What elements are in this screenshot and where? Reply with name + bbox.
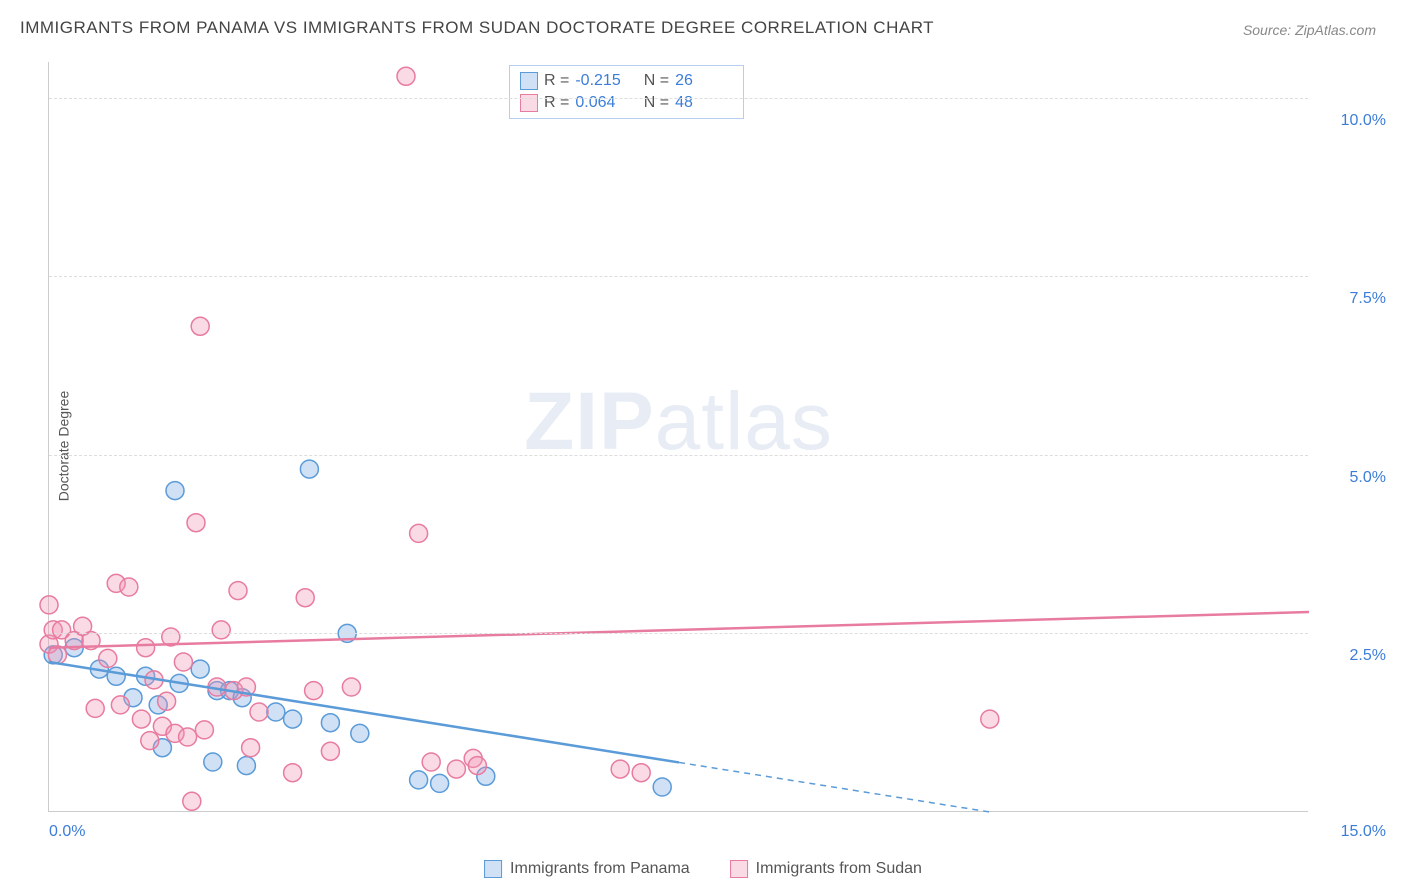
scatter-point xyxy=(632,764,650,782)
scatter-point xyxy=(195,721,213,739)
scatter-point xyxy=(300,460,318,478)
scatter-point xyxy=(141,732,159,750)
scatter-point xyxy=(981,710,999,728)
scatter-point xyxy=(191,317,209,335)
scatter-point xyxy=(653,778,671,796)
corr-r-value: 0.064 xyxy=(575,94,633,112)
scatter-point xyxy=(204,753,222,771)
scatter-point xyxy=(107,667,125,685)
scatter-point xyxy=(267,703,285,721)
scatter-point xyxy=(86,699,104,717)
scatter-point xyxy=(250,703,268,721)
legend-item: Immigrants from Sudan xyxy=(730,860,922,878)
scatter-point xyxy=(321,742,339,760)
y-tick-label: 10.0% xyxy=(1341,112,1386,130)
legend-swatch xyxy=(484,860,502,878)
correlation-row: R = 0.064 N = 48 xyxy=(520,92,733,114)
y-tick-label: 2.5% xyxy=(1350,647,1386,665)
plot-area: ZIPatlas R = -0.215 N = 26R = 0.064 N = … xyxy=(48,62,1308,812)
scatter-point xyxy=(410,771,428,789)
scatter-point xyxy=(431,774,449,792)
bottom-legend: Immigrants from Panama Immigrants from Su… xyxy=(484,860,922,878)
scatter-point xyxy=(179,728,197,746)
scatter-point xyxy=(137,639,155,657)
trend-line-dashed xyxy=(679,762,990,812)
trend-line xyxy=(49,612,1309,648)
y-tick-label: 5.0% xyxy=(1350,469,1386,487)
gridline xyxy=(49,276,1308,277)
scatter-point xyxy=(305,682,323,700)
corr-r-value: -0.215 xyxy=(575,72,633,90)
scatter-point xyxy=(237,757,255,775)
corr-n-value: 48 xyxy=(675,94,733,112)
scatter-point xyxy=(120,578,138,596)
corr-r-label: R = xyxy=(544,94,569,112)
scatter-point xyxy=(321,714,339,732)
corr-n-label: N = xyxy=(639,94,669,112)
scatter-point xyxy=(296,589,314,607)
corr-n-value: 26 xyxy=(675,72,733,90)
x-tick-label: 15.0% xyxy=(1341,823,1386,841)
gridline xyxy=(49,455,1308,456)
scatter-point xyxy=(99,649,117,667)
legend-swatch xyxy=(520,72,538,90)
scatter-point xyxy=(468,757,486,775)
scatter-point xyxy=(447,760,465,778)
corr-n-label: N = xyxy=(639,72,669,90)
x-tick-label: 0.0% xyxy=(49,823,85,841)
scatter-point xyxy=(611,760,629,778)
scatter-point xyxy=(174,653,192,671)
scatter-point xyxy=(132,710,150,728)
scatter-point xyxy=(212,621,230,639)
scatter-point xyxy=(111,696,129,714)
legend-label: Immigrants from Sudan xyxy=(756,860,922,878)
scatter-point xyxy=(284,710,302,728)
corr-r-label: R = xyxy=(544,72,569,90)
scatter-point xyxy=(351,724,369,742)
correlation-row: R = -0.215 N = 26 xyxy=(520,70,733,92)
scatter-point xyxy=(183,792,201,810)
legend-swatch xyxy=(730,860,748,878)
scatter-point xyxy=(229,582,247,600)
scatter-point xyxy=(158,692,176,710)
scatter-point xyxy=(40,596,58,614)
source-label: Source: ZipAtlas.com xyxy=(1243,22,1376,38)
scatter-point xyxy=(422,753,440,771)
scatter-point xyxy=(342,678,360,696)
gridline xyxy=(49,633,1308,634)
correlation-box: R = -0.215 N = 26R = 0.064 N = 48 xyxy=(509,65,744,119)
legend-item: Immigrants from Panama xyxy=(484,860,690,878)
chart-svg xyxy=(49,62,1308,811)
gridline xyxy=(49,98,1308,99)
scatter-point xyxy=(397,67,415,85)
scatter-point xyxy=(166,482,184,500)
scatter-point xyxy=(410,524,428,542)
scatter-point xyxy=(284,764,302,782)
scatter-point xyxy=(242,739,260,757)
scatter-point xyxy=(191,660,209,678)
chart-title: IMMIGRANTS FROM PANAMA VS IMMIGRANTS FRO… xyxy=(20,18,934,38)
legend-label: Immigrants from Panama xyxy=(510,860,690,878)
scatter-point xyxy=(187,514,205,532)
y-tick-label: 7.5% xyxy=(1350,290,1386,308)
legend-swatch xyxy=(520,94,538,112)
